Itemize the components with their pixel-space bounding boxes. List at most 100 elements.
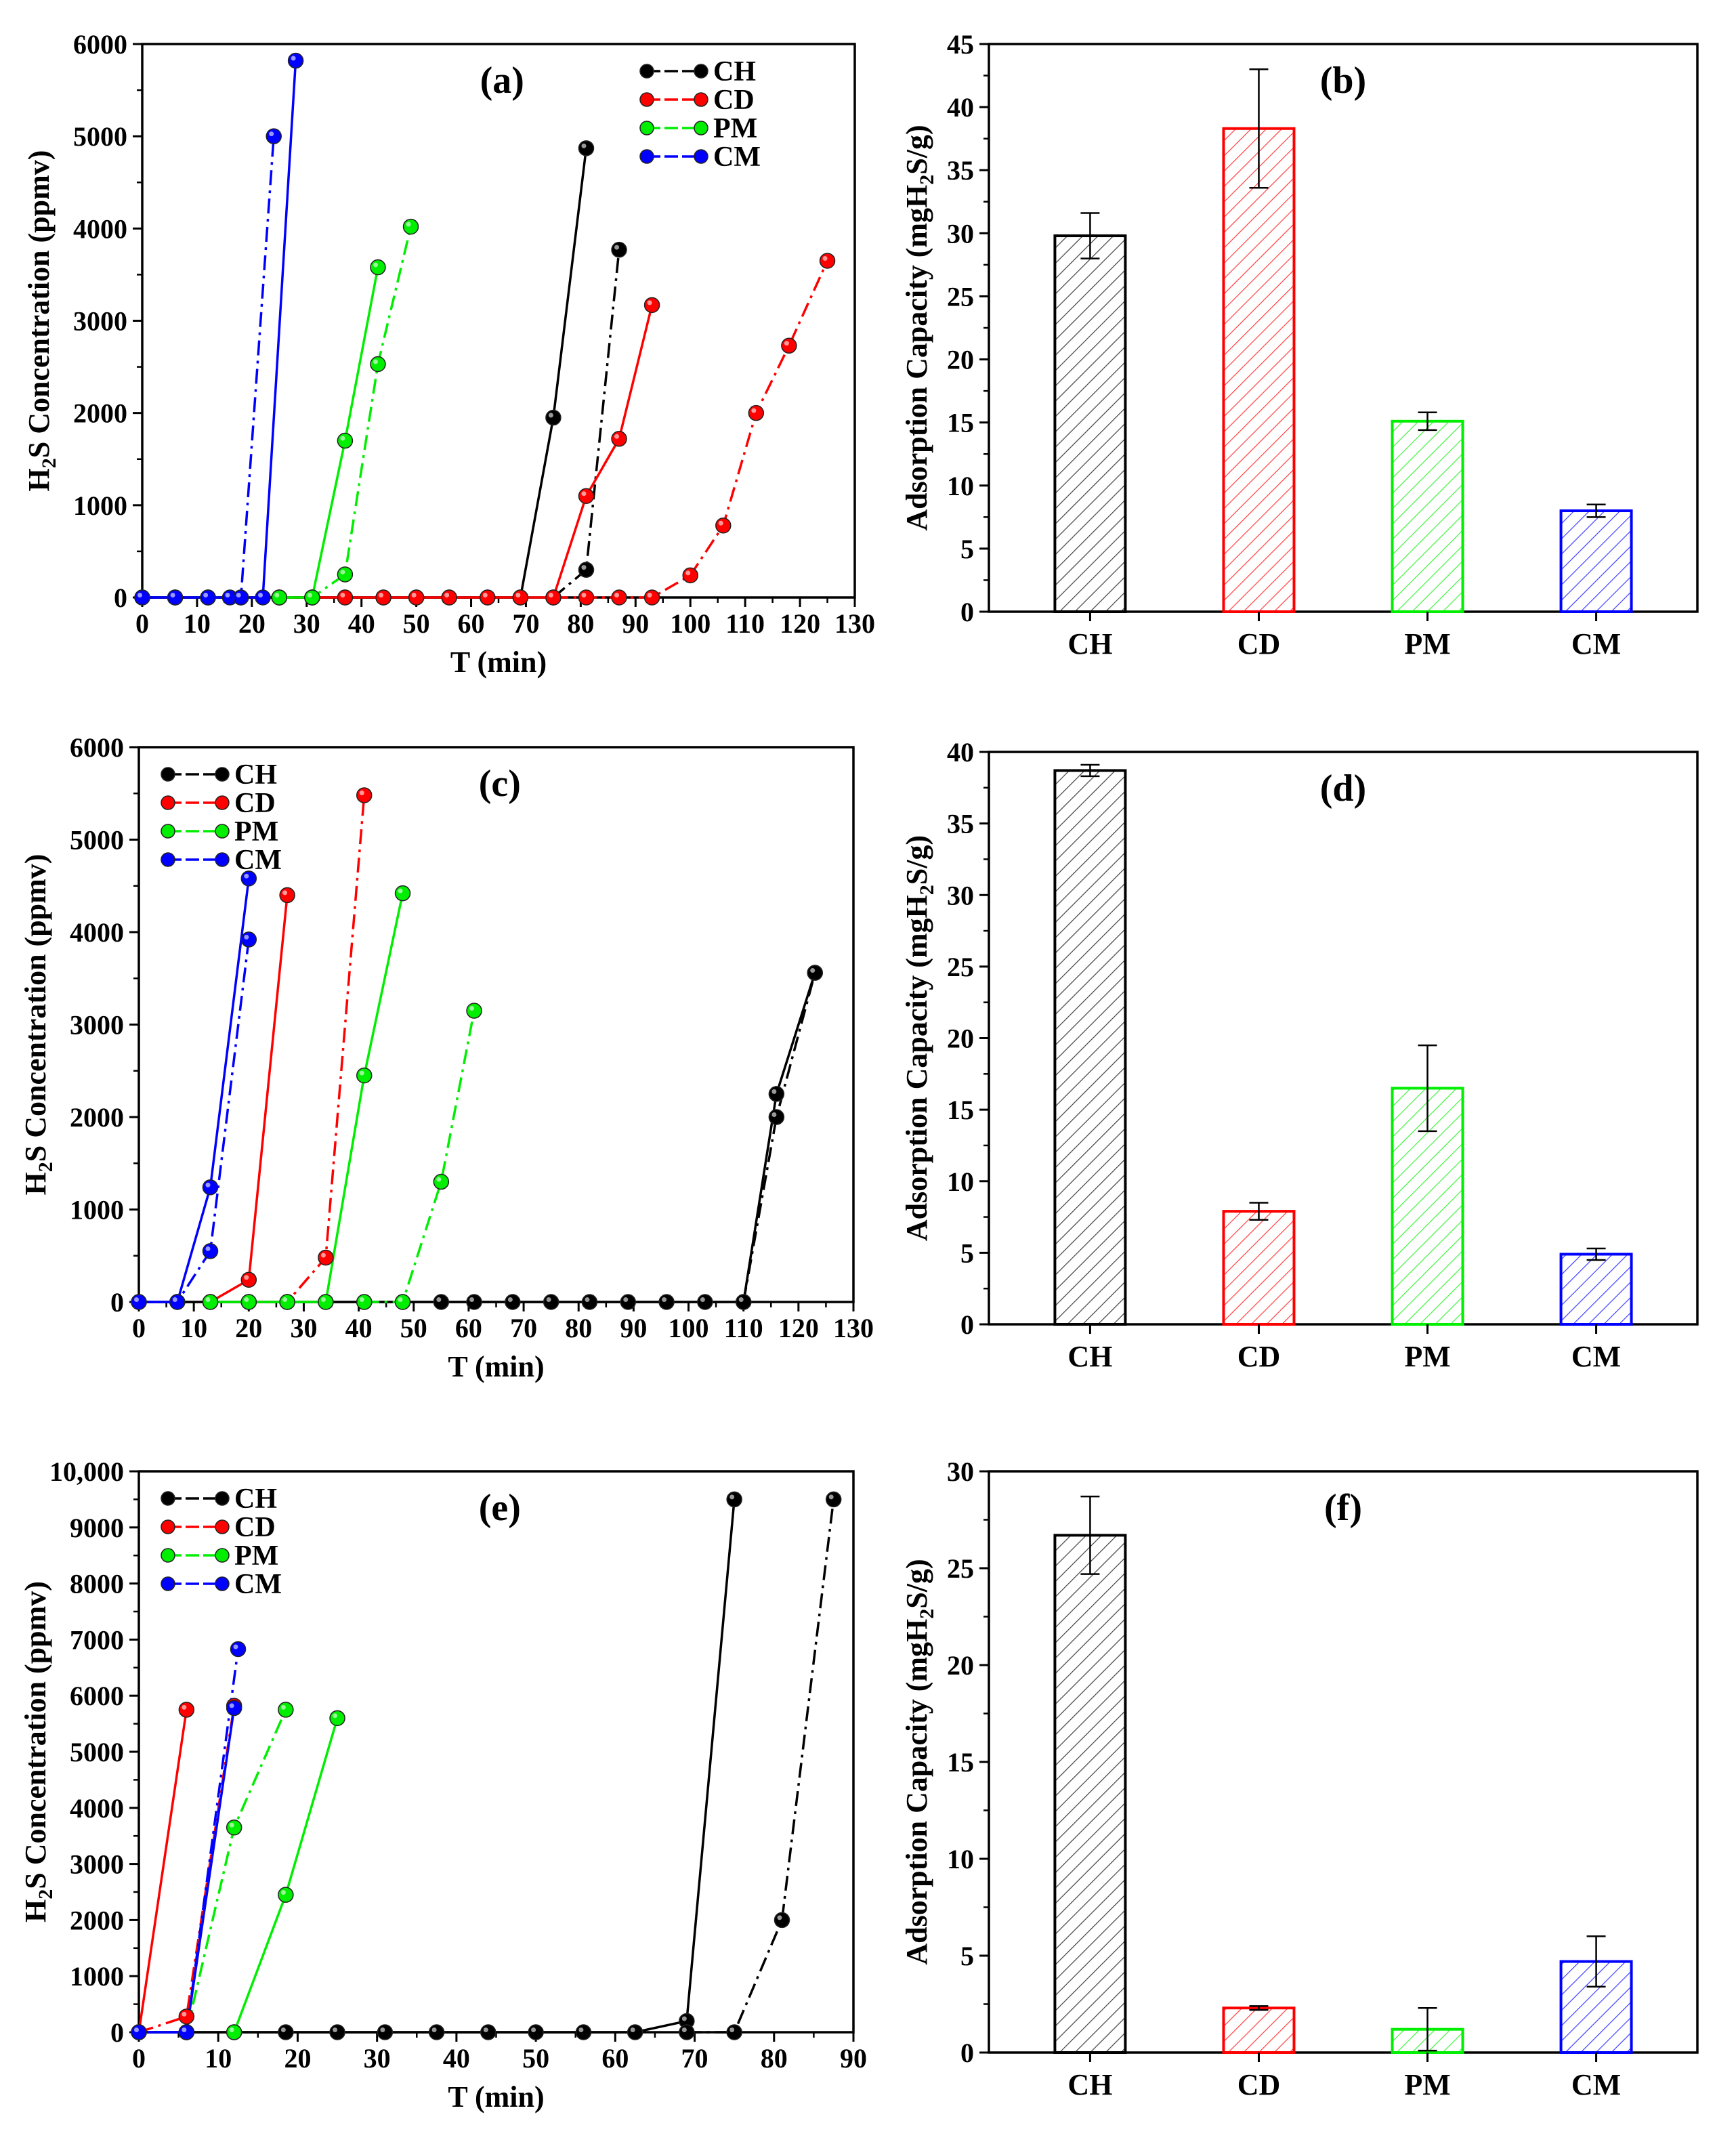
data-point-highlight xyxy=(729,2027,735,2032)
bar-b-CH xyxy=(1053,234,1127,613)
data-point-c-PM-dashdot xyxy=(466,1003,482,1019)
data-point-highlight xyxy=(333,1713,338,1719)
data-point-highlight xyxy=(172,1297,177,1302)
data-point-highlight xyxy=(244,1275,249,1280)
legend-item-a-CM: CM xyxy=(639,142,761,173)
series-line-c-CH-dashdot xyxy=(742,972,816,1303)
data-point-highlight xyxy=(771,1112,777,1117)
y-tick-label-c: 0 xyxy=(110,1287,124,1318)
x-tick-label-a: 110 xyxy=(725,608,765,639)
x-tick-label-a: 0 xyxy=(135,608,149,639)
data-point-highlight xyxy=(340,569,345,574)
data-point-highlight xyxy=(182,2011,187,2017)
data-point-a-PM-solid xyxy=(337,432,354,449)
legend-item-c-CD: CD xyxy=(161,788,276,819)
data-point-highlight xyxy=(244,934,249,940)
data-point-a-CM-dashdot xyxy=(232,589,249,606)
data-point-e-CH-solid xyxy=(278,2024,294,2040)
data-point-e-CH-solid xyxy=(528,2024,544,2040)
y-tick-label-e: 6000 xyxy=(70,1681,124,1711)
data-point-highlight xyxy=(280,1704,286,1710)
x-tick-label-e: 60 xyxy=(601,2043,629,2074)
legend-marker xyxy=(694,121,708,135)
y-tick-label-b: 40 xyxy=(947,92,974,123)
y-tick-label-d: 15 xyxy=(947,1095,974,1125)
category-label-b-PM: PM xyxy=(1404,627,1450,660)
bar-b-CD xyxy=(1222,127,1296,614)
data-point-e-CM-dashdot xyxy=(178,2024,195,2040)
data-point-e-CH-dashdot xyxy=(726,2024,742,2040)
category-label-d-CD: CD xyxy=(1237,1340,1281,1373)
x-tick-label-c: 30 xyxy=(290,1313,317,1343)
data-point-highlight xyxy=(483,2027,488,2032)
y-tick-label-a: 1000 xyxy=(73,490,127,521)
y-tick-label-e: 4000 xyxy=(70,1793,124,1824)
series-line-c-CH-solid xyxy=(139,972,816,1303)
x-tick-label-c: 20 xyxy=(235,1313,262,1343)
data-point-e-CH-solid xyxy=(726,1491,742,1508)
data-point-a-PM-dashdot xyxy=(402,218,419,235)
series-line-e-PM-dashdot xyxy=(185,1709,287,2033)
data-point-highlight xyxy=(685,570,691,576)
data-point-c-PM-solid xyxy=(318,1294,334,1310)
data-point-highlight xyxy=(662,1297,667,1302)
data-point-c-PM-solid xyxy=(202,1294,219,1310)
data-point-e-PM-dashdot xyxy=(226,1820,242,1836)
data-point-c-PM-solid xyxy=(279,1294,295,1310)
x-tick-label-a: 50 xyxy=(403,608,430,639)
data-point-c-CH-dashdot xyxy=(807,965,823,981)
data-point-highlight xyxy=(244,873,249,879)
legend-label: CD xyxy=(234,788,276,819)
data-point-highlight xyxy=(630,2027,635,2032)
legend-marker xyxy=(215,824,230,839)
data-point-c-PM-dashdot xyxy=(356,1294,373,1310)
data-point-highlight xyxy=(280,2027,286,2032)
data-point-highlight xyxy=(700,1297,705,1302)
data-point-highlight xyxy=(581,143,587,148)
data-point-highlight xyxy=(134,2027,139,2032)
data-point-highlight xyxy=(137,593,142,597)
data-point-a-CD-solid xyxy=(643,297,660,314)
data-point-highlight xyxy=(531,2027,536,2032)
data-point-c-CD-solid xyxy=(240,1271,257,1288)
data-point-c-CH-solid xyxy=(466,1294,482,1310)
data-point-a-PM-dashdot xyxy=(304,589,320,606)
data-point-highlight xyxy=(751,408,757,413)
y-tick-label-b: 35 xyxy=(947,155,974,186)
series-line-e-CH-dashdot xyxy=(686,1499,835,2034)
y-tick-label-d: 35 xyxy=(947,809,974,839)
data-point-highlight xyxy=(585,1297,590,1302)
y-tick-label-d: 20 xyxy=(947,1024,974,1054)
data-point-highlight xyxy=(515,593,521,597)
y-tick-label-d: 5 xyxy=(960,1238,974,1268)
y-tick-label-d: 25 xyxy=(947,952,974,982)
data-point-highlight xyxy=(320,1297,326,1302)
legend-item-a-PM: PM xyxy=(639,113,757,144)
legend-label: CM xyxy=(234,845,282,876)
y-tick-label-f: 0 xyxy=(960,2038,974,2068)
y-axis-title-d: Adsorption Capacity (mgH2S/g) xyxy=(900,835,938,1241)
data-point-e-CM-dashdot xyxy=(131,2024,147,2040)
y-tick-label-c: 2000 xyxy=(70,1102,124,1133)
legend-item-c-CM: CM xyxy=(161,845,282,876)
data-point-c-PM-solid xyxy=(356,1067,373,1084)
category-label-d-CH: CH xyxy=(1067,1340,1112,1373)
bar-f-CD xyxy=(1222,2006,1296,2054)
legend-marker xyxy=(161,1519,175,1534)
data-point-highlight xyxy=(771,1089,777,1094)
data-point-e-PM-solid xyxy=(226,2024,242,2040)
data-point-highlight xyxy=(718,520,723,526)
data-point-e-CD-solid xyxy=(178,1702,195,1718)
y-axis-title-a: H2S Concentration (ppmv) xyxy=(22,150,60,492)
data-point-highlight xyxy=(784,341,789,346)
data-point-c-CM-dashdot xyxy=(202,1243,219,1259)
data-point-e-CH-solid xyxy=(428,2024,445,2040)
legend-marker xyxy=(161,824,175,839)
data-point-highlight xyxy=(258,593,263,597)
legend-marker xyxy=(694,64,708,79)
data-point-highlight xyxy=(623,1297,629,1302)
chart-e: 0 10 20 30 40 50 60 70 80 90 0 1000 2000 3000 4000 5000… xyxy=(19,1456,867,2114)
bar-d-CH xyxy=(1053,769,1127,1326)
legend-marker xyxy=(215,1576,230,1591)
